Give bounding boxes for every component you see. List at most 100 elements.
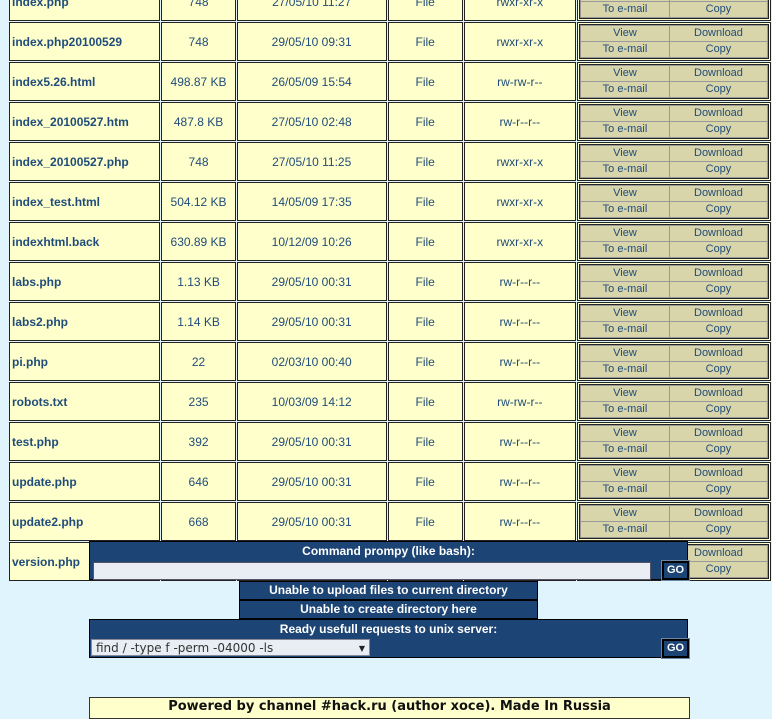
copy-button[interactable]: Copy [668, 201, 768, 218]
email-button[interactable]: To e-mail [579, 401, 670, 418]
file-name[interactable]: index.php [9, 0, 161, 21]
copy-button[interactable]: Copy [668, 321, 768, 338]
command-go-button[interactable]: GO [661, 560, 690, 581]
file-row: indexhtml.back 630.89 KB 10/12/09 10:26 Fil… [9, 222, 771, 261]
download-button[interactable]: Download [668, 425, 768, 442]
command-input[interactable] [93, 562, 651, 580]
email-button[interactable]: To e-mail [579, 281, 670, 298]
copy-button[interactable]: Copy [668, 401, 768, 418]
file-size: 646 [161, 462, 236, 501]
copy-button[interactable]: Copy [668, 521, 768, 538]
requests-select[interactable]: find / -type f -perm -04000 -ls ▼ [91, 639, 370, 656]
download-button[interactable]: Download [668, 465, 768, 482]
file-name[interactable]: update.php [9, 462, 161, 501]
copy-button[interactable]: Copy [668, 281, 768, 298]
view-button[interactable]: View [579, 345, 670, 362]
file-row: index_test.html 504.12 KB 14/05/09 17:35 Fi… [9, 182, 771, 221]
download-button[interactable]: Download [668, 265, 768, 282]
view-button[interactable]: View [579, 425, 670, 442]
view-button[interactable]: View [579, 385, 670, 402]
download-button[interactable]: Download [668, 505, 768, 522]
email-button[interactable]: To e-mail [579, 441, 670, 458]
file-name[interactable]: indexhtml.back [9, 222, 161, 261]
email-button[interactable]: To e-mail [579, 121, 670, 138]
file-row: index_20100527.php 748 27/05/10 11:25 File r… [9, 142, 771, 181]
view-button[interactable]: View [579, 465, 670, 482]
file-name[interactable]: index_test.html [9, 182, 161, 221]
email-button[interactable]: To e-mail [579, 201, 670, 218]
email-button[interactable]: To e-mail [579, 361, 670, 378]
view-button[interactable]: View [579, 105, 670, 122]
view-button[interactable]: View [579, 225, 670, 242]
file-name[interactable]: index.php20100529 [9, 22, 161, 61]
requests-go-button[interactable]: GO [661, 638, 690, 659]
file-name[interactable]: pi.php [9, 342, 161, 381]
download-button[interactable]: Download [668, 225, 768, 242]
download-button[interactable]: Download [668, 65, 768, 82]
file-name[interactable]: robots.txt [9, 382, 161, 421]
download-button[interactable]: Download [668, 25, 768, 42]
view-button[interactable]: View [579, 185, 670, 202]
dropdown-arrow-icon: ▼ [358, 644, 365, 653]
copy-button[interactable]: Copy [668, 441, 768, 458]
download-button[interactable]: Download [668, 185, 768, 202]
file-date: 26/05/09 15:54 [236, 62, 387, 101]
view-button[interactable]: View [579, 145, 670, 162]
file-permissions: rw-r--r-- [463, 462, 576, 501]
file-name[interactable]: test.php [9, 422, 161, 461]
view-button[interactable]: View [579, 25, 670, 42]
download-button[interactable]: Download [668, 305, 768, 322]
copy-button[interactable]: Copy [668, 161, 768, 178]
file-size: 748 [161, 0, 236, 21]
view-button[interactable]: View [579, 505, 670, 522]
file-name[interactable]: update2.php [9, 502, 161, 541]
file-type: File [387, 302, 463, 341]
copy-button[interactable]: Copy [668, 81, 768, 98]
copy-button[interactable]: Copy [668, 481, 768, 498]
file-permissions: rwxr-xr-x [463, 22, 576, 61]
file-name[interactable]: labs2.php [9, 302, 161, 341]
email-button[interactable]: To e-mail [579, 1, 670, 18]
view-button[interactable]: View [579, 0, 670, 2]
email-button[interactable]: To e-mail [579, 321, 670, 338]
view-button[interactable]: View [579, 265, 670, 282]
copy-button[interactable]: Copy [668, 241, 768, 258]
view-button[interactable]: View [579, 65, 670, 82]
copy-button[interactable]: Copy [668, 1, 768, 18]
download-button[interactable]: Download [668, 385, 768, 402]
download-button[interactable]: Download [668, 0, 768, 2]
copy-button[interactable]: Copy [668, 41, 768, 58]
upload-status: Unable to upload files to current direct… [239, 581, 538, 600]
file-name[interactable]: index5.26.html [9, 62, 161, 101]
email-button[interactable]: To e-mail [579, 481, 670, 498]
email-button[interactable]: To e-mail [579, 241, 670, 258]
email-button[interactable]: To e-mail [579, 521, 670, 538]
file-type: File [387, 262, 463, 301]
email-button[interactable]: To e-mail [579, 41, 670, 58]
view-button[interactable]: View [579, 305, 670, 322]
email-button[interactable]: To e-mail [579, 161, 670, 178]
download-button[interactable]: Download [668, 105, 768, 122]
copy-button[interactable]: Copy [668, 561, 768, 578]
file-type: File [387, 382, 463, 421]
requests-title: Ready usefull requests to unix server: [279, 622, 498, 636]
copy-button[interactable]: Copy [668, 361, 768, 378]
download-button[interactable]: Download [668, 345, 768, 362]
file-name[interactable]: index_20100527.htm [9, 102, 161, 141]
file-date: 27/05/10 02:48 [236, 102, 387, 141]
copy-button[interactable]: Copy [668, 121, 768, 138]
file-size: 748 [161, 22, 236, 61]
download-button[interactable]: Download [668, 545, 768, 562]
file-row: index5.26.html 498.87 KB 26/05/09 15:54 Fil… [9, 62, 771, 101]
file-name[interactable]: index_20100527.php [9, 142, 161, 181]
download-button[interactable]: Download [668, 145, 768, 162]
email-button[interactable]: To e-mail [579, 81, 670, 98]
file-name[interactable]: labs.php [9, 262, 161, 301]
